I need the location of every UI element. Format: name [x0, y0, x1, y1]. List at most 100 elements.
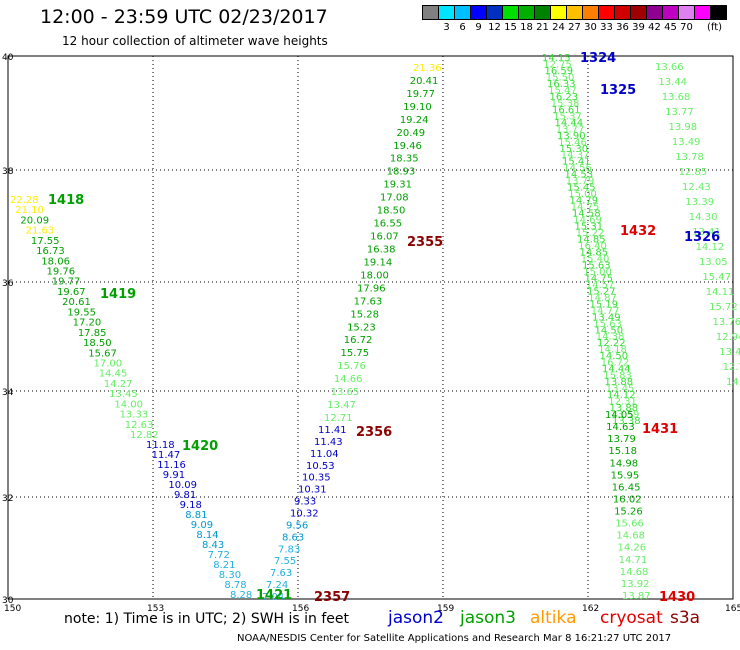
track-1324-value: 15.22 [576, 228, 605, 239]
track-1324-value: 14.75 [585, 273, 614, 284]
track-1418-value: 13.33 [120, 410, 149, 421]
page-title: 12:00 - 23:59 UTC 02/23/2017 [40, 6, 328, 28]
track-1420-value: 11.47 [152, 450, 181, 461]
track-1325-value: 13.98 [669, 122, 698, 133]
track-1325-value: 14.12 [696, 242, 725, 253]
track-1324-value: 14.79 [570, 196, 599, 207]
track-1325-value: 13.44 [658, 77, 687, 88]
track-1421-value: 7.04 [262, 592, 284, 603]
track-1420-value: 8.28 [230, 590, 252, 601]
y-tick-label: 30 [2, 596, 14, 606]
legend-label: (ft) [706, 22, 723, 33]
legend-label: 36 [616, 22, 629, 33]
y-tick-label: 36 [2, 279, 14, 289]
track-1420-value: 9.81 [174, 490, 196, 501]
legend-label: 45 [664, 22, 677, 33]
track-1325-value: 14.11 [706, 287, 735, 298]
track-1431-value: 14.98 [610, 458, 639, 469]
track-2356-value: 19.14 [364, 257, 393, 268]
track-1324-value: 13.90 [557, 131, 586, 142]
track-1420-value: 8.43 [202, 540, 224, 551]
x-tick-label: 150 [4, 604, 21, 614]
track-label-1326: 1326 [684, 230, 720, 245]
track-1325-value: 12.85 [679, 167, 708, 178]
track-2356-value: 18.00 [360, 270, 389, 281]
track-2356-value: 19.31 [383, 180, 412, 191]
track-1324-value: 14.44 [555, 118, 584, 129]
track-2356-value: 15.23 [347, 322, 376, 333]
track-1418-value: 12.82 [130, 430, 159, 441]
track-1421-value: 9.56 [286, 520, 308, 531]
legend-label: 21 [536, 22, 549, 33]
track-2356-value: 17.08 [380, 193, 409, 204]
track-2356-value: 20.49 [397, 128, 426, 139]
track-2356-value: 15.76 [337, 361, 366, 372]
track-1325-value: 12.94 [716, 332, 740, 343]
track-1324-value: 13.45 [606, 384, 635, 395]
track-1431-value: 14.68 [616, 531, 645, 542]
track-1324-value: 14.37 [561, 150, 590, 161]
track-1418-value: 16.73 [36, 246, 65, 257]
track-1418-value: 17.85 [78, 328, 107, 339]
track-label-1431: 1431 [642, 422, 678, 437]
track-1324-value: 15.41 [562, 157, 591, 168]
track-1324-value: 14.53 [565, 170, 594, 181]
track-1431-value: 15.95 [611, 470, 640, 481]
track-1418-value: 19.76 [47, 267, 76, 278]
track-1418-value: 15.67 [88, 348, 117, 359]
track-1420-value: 9.91 [163, 470, 185, 481]
track-1421-value: 10.53 [306, 461, 335, 472]
track-1418-value: 14.27 [104, 379, 133, 390]
track-1431-value: 14.05 [605, 410, 634, 421]
x-tick-label: 153 [147, 604, 164, 614]
track-1431-value: 13.92 [621, 579, 650, 590]
track-1324-value: 15.40 [581, 254, 610, 265]
legend-label: 6 [459, 22, 466, 33]
track-label-1324: 1324 [580, 51, 616, 66]
track-2356-value: 19.77 [406, 89, 435, 100]
track-1324-value: 13.38 [612, 416, 641, 427]
track-1324-value: 15.45 [567, 183, 596, 194]
satellite-jason3: jason3 [460, 608, 516, 628]
track-1421-value: 9.33 [294, 497, 316, 508]
track-1421-value: 7.83 [278, 544, 300, 555]
track-1325-value: 15.47 [702, 272, 731, 283]
track-1418-value: 12.63 [125, 420, 154, 431]
track-1324-value: 14.58 [572, 209, 601, 220]
track-2356-value: 16.72 [344, 335, 373, 346]
track-1431-value: 16.02 [613, 494, 642, 505]
track-1325-value: 13.49 [672, 137, 701, 148]
track-label-1421: 1421 [256, 588, 292, 603]
legend-label: 18 [520, 22, 533, 33]
legend-label: 15 [504, 22, 517, 33]
track-1421-value: 11.41 [318, 425, 347, 436]
track-1324-value: 14.15 [542, 53, 571, 64]
track-2356-value: 19.10 [403, 102, 432, 113]
track-1418-value: 17.00 [93, 358, 122, 369]
track-1324-value: 14.69 [573, 215, 602, 226]
track-2356-value: 17.63 [354, 296, 383, 307]
track-1431-value: 14.26 [617, 543, 646, 554]
track-1431-value: 15.18 [608, 446, 637, 457]
track-1421-value: 7.55 [274, 556, 296, 567]
track-1418-value: 21.10 [15, 205, 44, 216]
track-1418-value: 18.06 [41, 256, 70, 267]
legend-label: 33 [600, 22, 613, 33]
track-label-1432: 1432 [620, 224, 656, 239]
track-2356-value: 17.96 [357, 283, 386, 294]
track-2356-value: 18.93 [387, 167, 416, 178]
track-1418-value: 20.09 [20, 215, 49, 226]
track-1324-value: 14.57 [586, 280, 615, 291]
track-1324-value: 16.61 [552, 105, 581, 116]
track-1324-value: 13.59 [611, 410, 640, 421]
track-1324-value: 13.88 [605, 377, 634, 388]
track-label-1325: 1325 [600, 83, 636, 98]
track-1325-value: 12.43 [682, 182, 711, 193]
track-1324-value: 14.12 [607, 390, 636, 401]
track-1324-value: 12.22 [597, 338, 626, 349]
track-1418-value: 19.77 [52, 277, 81, 288]
track-1324-value: 14.85 [577, 235, 606, 246]
track-1324-value: 14.56 [563, 163, 592, 174]
legend-label: 30 [584, 22, 597, 33]
track-1418-value: 20.61 [62, 297, 91, 308]
